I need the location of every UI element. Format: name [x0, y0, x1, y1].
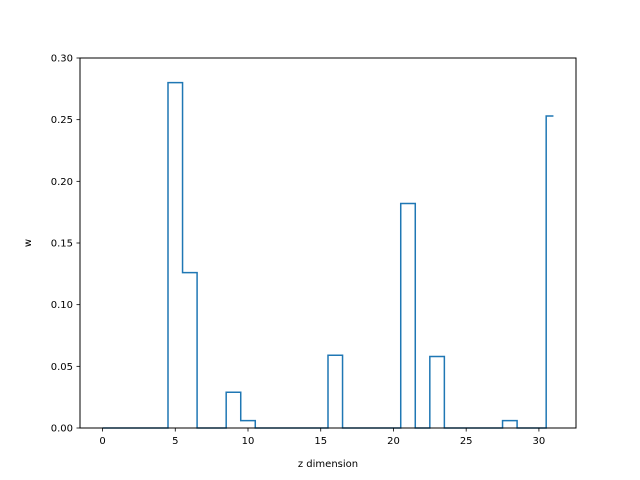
y-ticks: 0.00 0.05 0.10 0.15 0.20 0.25 0.30	[51, 54, 80, 435]
x-tick-label: 25	[460, 436, 473, 447]
x-axis-label: z dimension	[298, 459, 358, 470]
x-tick-label: 30	[533, 436, 546, 447]
x-tick-label: 15	[314, 436, 327, 447]
y-tick-label: 0.20	[51, 177, 73, 188]
y-tick-label: 0.05	[51, 362, 73, 373]
x-tick-label: 0	[99, 436, 105, 447]
y-tick-label: 0.30	[51, 54, 73, 65]
x-ticks: 0 5 10 15 20 25 30	[99, 428, 545, 447]
y-tick-label: 0.25	[51, 115, 73, 126]
y-tick-label: 0.10	[51, 300, 73, 311]
x-tick-label: 10	[242, 436, 255, 447]
y-tick-label: 0.00	[51, 424, 73, 435]
x-tick-label: 20	[387, 436, 400, 447]
x-tick-label: 5	[172, 436, 178, 447]
y-axis-label: w	[23, 239, 34, 247]
y-tick-label: 0.15	[51, 239, 73, 250]
